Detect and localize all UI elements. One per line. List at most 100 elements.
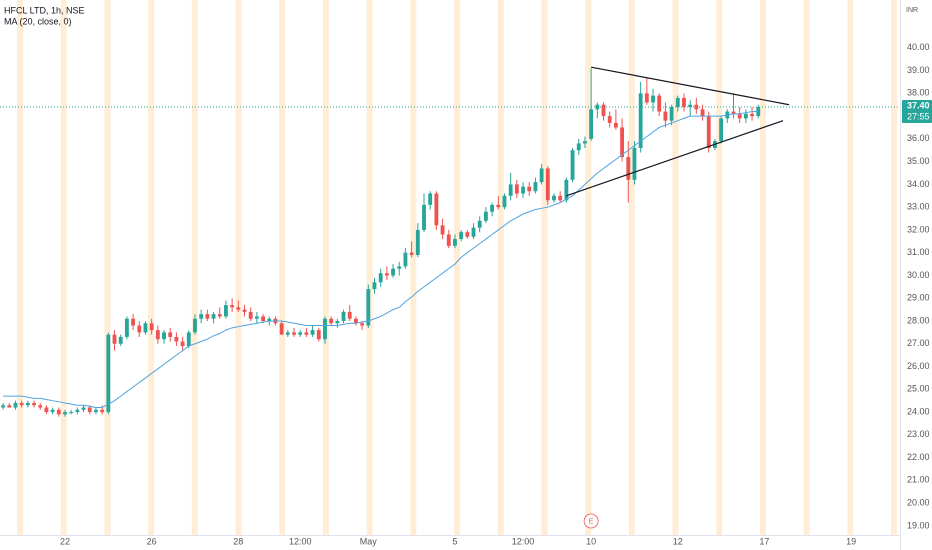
session-band <box>104 0 111 535</box>
candle-body <box>539 168 544 183</box>
candle-body <box>496 204 501 208</box>
y-tick-label: 28.00 <box>907 315 930 325</box>
candle-body <box>360 323 365 326</box>
candle-body <box>316 330 321 340</box>
candle-body <box>100 409 105 413</box>
candle-body <box>663 111 668 121</box>
candle-body <box>106 334 111 413</box>
candle-body <box>131 318 135 326</box>
y-tick-label: 36.00 <box>907 133 930 143</box>
candle-body <box>205 314 210 319</box>
candle-body <box>514 184 519 194</box>
candle-body <box>440 225 445 235</box>
candle-body <box>620 127 624 158</box>
candle-body <box>694 104 699 110</box>
candle-body <box>366 289 371 326</box>
candle-body <box>75 409 80 413</box>
session-band <box>628 0 635 535</box>
candle-body <box>186 332 191 347</box>
candle-body <box>471 227 476 237</box>
y-tick-label: 30.00 <box>907 270 930 280</box>
candle-body <box>706 116 711 148</box>
candle-body <box>254 316 259 319</box>
candle-body <box>378 273 383 283</box>
candle-body <box>521 186 525 194</box>
candle-body <box>112 334 117 344</box>
session-band <box>716 0 723 535</box>
session-band <box>454 0 460 535</box>
session-bands <box>17 0 897 535</box>
candle-body <box>38 405 43 408</box>
x-tick-label: 28 <box>233 536 243 546</box>
x-tick-label: 26 <box>147 536 157 546</box>
x-tick-label: 22 <box>60 536 70 546</box>
session-band <box>891 0 897 535</box>
session-band <box>410 0 417 535</box>
candle-body <box>415 229 420 255</box>
candle-body <box>155 330 160 340</box>
candle-body <box>657 95 662 112</box>
candle-body <box>372 282 377 290</box>
y-tick-label: 20.00 <box>907 498 930 508</box>
candle-body <box>570 150 575 180</box>
x-tick-label: May <box>360 536 378 546</box>
y-tick-label: 39.00 <box>907 65 930 75</box>
candle-body <box>403 252 408 267</box>
candle-body <box>1 405 6 408</box>
ma-line <box>3 111 759 409</box>
candle-body <box>552 195 556 201</box>
x-tick-label: 5 <box>452 536 457 546</box>
candle-body <box>632 147 637 180</box>
x-tick-label: 19 <box>846 536 856 546</box>
x-tick-label: 12:00 <box>512 536 535 546</box>
candle-body <box>651 95 655 103</box>
candle-body <box>44 407 49 413</box>
trend-line <box>566 120 784 197</box>
candle-body <box>459 232 464 240</box>
candle-body <box>329 318 334 324</box>
session-band <box>17 0 23 535</box>
candle-body <box>353 318 358 324</box>
candle-body <box>545 168 550 201</box>
candle-body <box>261 316 265 321</box>
candle-body <box>644 93 649 103</box>
y-tick-label: 22.00 <box>907 452 930 462</box>
candle-body <box>310 330 315 335</box>
candle-body <box>508 184 513 196</box>
candle-body <box>453 239 457 246</box>
x-tick-label: 12:00 <box>289 536 312 546</box>
session-band <box>585 0 592 535</box>
candle-body <box>384 273 389 276</box>
session-band <box>322 0 329 535</box>
candle-body <box>25 402 30 406</box>
y-tick-label: 19.00 <box>907 520 930 530</box>
session-band <box>191 0 198 535</box>
candle-body <box>193 318 197 333</box>
candle-body <box>248 311 253 319</box>
ma-legend: MA (20, close, 0) <box>4 16 72 26</box>
candle-body <box>490 204 495 212</box>
candle-body <box>94 409 98 413</box>
y-tick-label: 27.00 <box>907 338 930 348</box>
candle-body <box>558 195 563 201</box>
event-marker <box>583 513 599 529</box>
session-band <box>235 0 242 535</box>
candle-body <box>199 314 204 319</box>
candle-body <box>743 113 748 119</box>
y-tick-label: 40.00 <box>907 42 930 52</box>
candle-body <box>335 321 340 324</box>
candle-body <box>32 402 36 406</box>
session-band <box>672 0 679 535</box>
candle-body <box>323 318 327 340</box>
candle-body <box>149 323 154 331</box>
session-band <box>803 0 810 535</box>
candle-body <box>422 204 426 230</box>
candle-body <box>682 97 686 107</box>
candle-body <box>700 109 705 117</box>
candle-body <box>174 336 179 342</box>
candle-body <box>304 332 309 335</box>
y-tick-label: 38.00 <box>907 88 930 98</box>
candle-body <box>601 104 606 117</box>
y-tick-label: 29.00 <box>907 293 930 303</box>
